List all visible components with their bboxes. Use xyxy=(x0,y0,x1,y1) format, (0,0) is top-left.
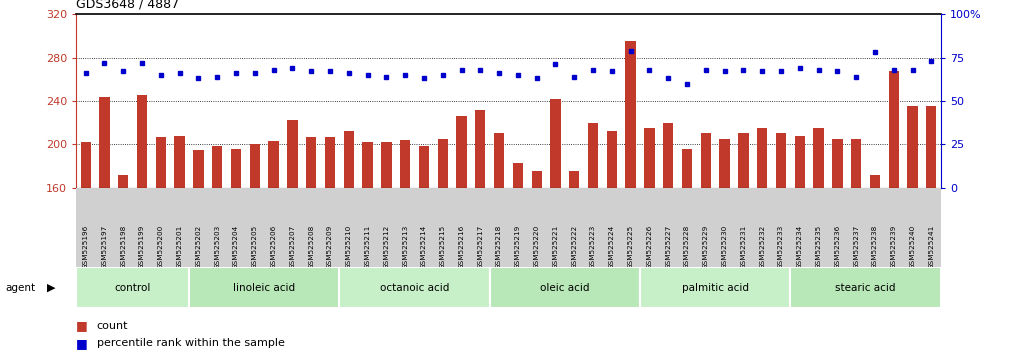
Bar xyxy=(193,150,203,188)
Bar xyxy=(790,267,941,308)
Text: ■: ■ xyxy=(76,319,88,332)
Bar xyxy=(550,99,560,188)
Bar xyxy=(80,142,91,188)
Text: GDS3648 / 4887: GDS3648 / 4887 xyxy=(76,0,179,11)
Text: octanoic acid: octanoic acid xyxy=(380,282,450,293)
Bar xyxy=(738,133,749,188)
Bar xyxy=(757,128,768,188)
Bar xyxy=(851,139,861,188)
Bar xyxy=(324,137,336,188)
Bar xyxy=(681,149,693,188)
Text: ■: ■ xyxy=(76,337,88,350)
Bar xyxy=(719,139,730,188)
Bar xyxy=(381,142,392,188)
Bar xyxy=(362,142,372,188)
Bar xyxy=(400,140,410,188)
Bar xyxy=(118,175,128,188)
Text: control: control xyxy=(115,282,151,293)
Text: oleic acid: oleic acid xyxy=(540,282,590,293)
Bar xyxy=(814,128,824,188)
Bar xyxy=(870,175,880,188)
Bar xyxy=(340,267,490,308)
Bar xyxy=(213,147,223,188)
Bar xyxy=(832,139,842,188)
Text: ▶: ▶ xyxy=(47,282,55,293)
Bar xyxy=(645,128,655,188)
Bar xyxy=(344,131,354,188)
Text: agent: agent xyxy=(5,282,36,293)
Bar xyxy=(76,267,189,308)
Bar xyxy=(494,133,504,188)
Bar xyxy=(490,267,640,308)
Bar xyxy=(513,163,523,188)
Bar xyxy=(249,144,260,188)
Bar xyxy=(889,70,899,188)
Bar xyxy=(137,96,147,188)
Text: palmitic acid: palmitic acid xyxy=(681,282,749,293)
Bar xyxy=(640,267,790,308)
Bar xyxy=(306,137,316,188)
Bar xyxy=(287,120,298,188)
Bar xyxy=(607,131,617,188)
Bar xyxy=(794,136,804,188)
Bar xyxy=(776,133,786,188)
Text: percentile rank within the sample: percentile rank within the sample xyxy=(97,338,285,348)
Bar xyxy=(663,122,673,188)
Bar xyxy=(457,116,467,188)
Bar xyxy=(419,147,429,188)
Text: linoleic acid: linoleic acid xyxy=(233,282,295,293)
Bar xyxy=(268,141,279,188)
Bar xyxy=(100,97,110,188)
Bar xyxy=(588,122,598,188)
Bar xyxy=(231,149,241,188)
Bar xyxy=(475,110,485,188)
Bar xyxy=(189,267,340,308)
Bar xyxy=(175,136,185,188)
Bar xyxy=(437,139,447,188)
Text: count: count xyxy=(97,321,128,331)
Bar xyxy=(701,133,711,188)
Bar xyxy=(156,137,166,188)
Bar xyxy=(570,171,580,188)
Bar xyxy=(532,171,542,188)
Bar xyxy=(907,106,917,188)
Text: stearic acid: stearic acid xyxy=(835,282,896,293)
Bar xyxy=(926,106,937,188)
Bar xyxy=(625,41,636,188)
